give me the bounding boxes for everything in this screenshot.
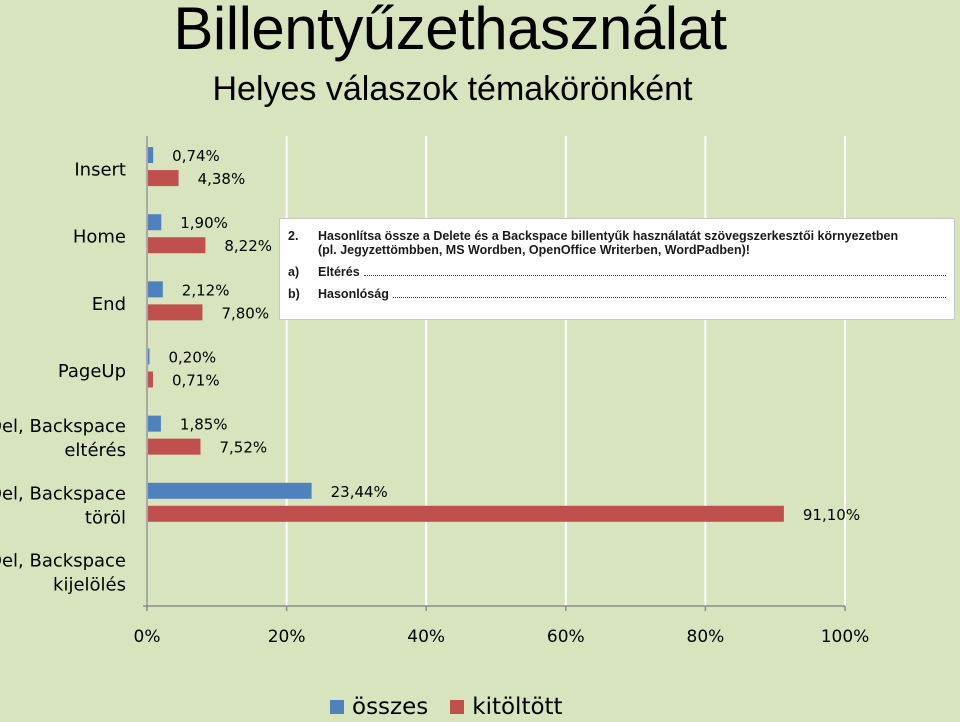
legend-swatch-osszes: [330, 700, 344, 714]
category-label-line: eltérés: [64, 440, 126, 461]
legend-label-kitoltott: kitöltött: [472, 694, 563, 720]
data-label: 1,85%: [180, 416, 228, 434]
legend-label-osszes: összes: [352, 694, 429, 720]
category-label-line: PageUp: [58, 361, 126, 382]
data-label: 91,10%: [803, 506, 860, 524]
question-excerpt: 2. Hasonlítsa össze a Delete és a Backsp…: [279, 218, 955, 320]
legend-swatch-kitoltott: [450, 700, 465, 714]
option-a: a) Eltérés: [288, 265, 946, 279]
data-label: 2,12%: [182, 281, 230, 299]
category-label: Insert: [74, 160, 126, 181]
category-label-line: Del, Backspace: [0, 550, 126, 571]
data-label: 0,74%: [172, 147, 220, 165]
category-label-line: Del, Backspace: [0, 483, 126, 504]
category-label: End: [92, 294, 126, 315]
category-label-line: Del, Backspace: [0, 416, 126, 437]
category-label: Del, Backspace eltérés: [0, 416, 126, 461]
category-label: Del, Backspace töröl: [0, 483, 126, 528]
question-number: 2.: [288, 229, 299, 243]
category-label-line: Insert: [74, 160, 126, 181]
x-tick-label: 0%: [134, 627, 161, 647]
category-label: Del, Backspace kijelölés: [0, 550, 126, 595]
x-tick-label: 20%: [268, 627, 306, 647]
x-tick-label: 100%: [821, 627, 870, 647]
data-label: 1,90%: [180, 214, 228, 232]
bar-kitoltott: [148, 304, 203, 321]
data-label: 23,44%: [331, 483, 388, 501]
category-label: Home: [73, 227, 126, 248]
x-tick-label: 80%: [687, 627, 725, 647]
bar-kitoltott: [148, 371, 153, 388]
chart-subtitle: Helyes válaszok témakörönként: [212, 70, 693, 108]
x-tick-label: 60%: [547, 627, 585, 647]
x-tick-label: 40%: [407, 627, 445, 647]
data-label: 4,38%: [198, 170, 246, 188]
option-a-text: Eltérés: [318, 265, 360, 279]
bar-kitoltott: [148, 505, 784, 522]
bar-kitoltott: [148, 237, 206, 254]
bar-kitoltott: [148, 170, 179, 187]
option-b-letter: b): [288, 287, 300, 301]
bar-osszes: [148, 214, 162, 231]
option-a-letter: a): [288, 265, 300, 279]
bar-osszes: [148, 415, 161, 432]
option-b-text: Hasonlóság: [318, 287, 389, 301]
bar-osszes: [148, 147, 154, 164]
chart-title: Billentyűzethasználat: [173, 0, 727, 62]
legend: összes kitöltött: [330, 692, 563, 722]
question-line-1: 2. Hasonlítsa össze a Delete és a Backsp…: [288, 229, 946, 243]
data-label: 0,20%: [169, 349, 217, 367]
question-line-2: (pl. Jegyzettömbben, MS Wordben, OpenOff…: [288, 243, 946, 257]
category-label: PageUp: [58, 361, 126, 382]
bar-osszes: [148, 348, 150, 365]
category-label-line: kijelölés: [53, 574, 126, 595]
data-label: 7,52%: [219, 439, 267, 457]
question-text-1: Hasonlítsa össze a Delete és a Backspace…: [318, 229, 899, 243]
bar-kitoltott: [148, 438, 201, 455]
category-label-line: End: [92, 294, 126, 315]
data-label: 0,71%: [172, 372, 220, 390]
data-label: 7,80%: [221, 304, 269, 322]
bar-osszes: [148, 482, 312, 499]
data-label: 8,22%: [224, 237, 272, 255]
option-b: b) Hasonlóság: [288, 287, 946, 301]
question-text-2: (pl. Jegyzettömbben, MS Wordben, OpenOff…: [318, 243, 750, 257]
legend-item-kitoltott: kitöltött: [450, 694, 563, 720]
category-label-line: töröl: [85, 507, 126, 528]
legend-item-osszes: összes: [330, 694, 428, 720]
category-label-line: Home: [73, 227, 126, 248]
bar-osszes: [148, 281, 163, 298]
